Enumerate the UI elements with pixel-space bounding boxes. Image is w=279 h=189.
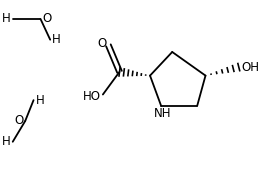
Text: HO: HO: [83, 90, 101, 103]
Text: H: H: [2, 135, 11, 148]
Text: O: O: [42, 12, 52, 25]
Text: H: H: [52, 33, 61, 46]
Text: H: H: [2, 12, 11, 25]
Text: NH: NH: [154, 107, 172, 120]
Text: O: O: [14, 115, 23, 127]
Text: O: O: [97, 37, 107, 50]
Text: H: H: [35, 94, 44, 107]
Text: OH: OH: [242, 61, 260, 74]
